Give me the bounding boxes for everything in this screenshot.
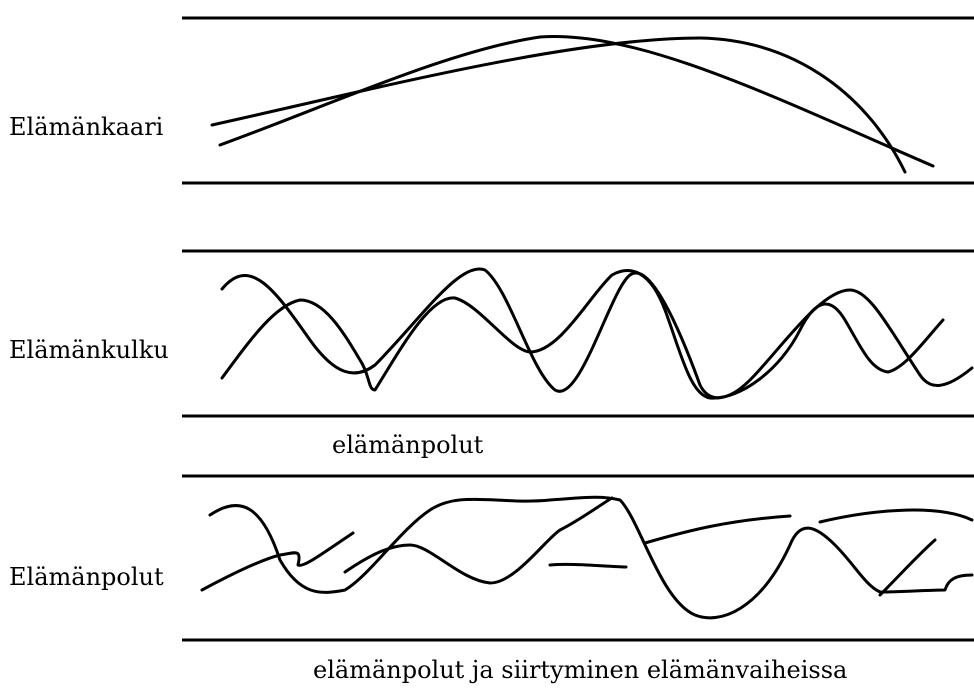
life-course-wave-1: [220, 267, 974, 400]
label-elamanpolut: Elämänpolut: [9, 563, 164, 591]
caption-elamanpolut-siirtyminen: elämänpolut ja siirtyminen elämänvaiheis…: [313, 656, 848, 684]
label-elamankaari: Elämänkaari: [9, 113, 164, 141]
life-path-segment-1: [548, 562, 628, 569]
life-arc-curve-2: [210, 36, 907, 174]
life-path-curve-2: [200, 531, 355, 592]
life-course-wave-2: [220, 269, 945, 400]
life-path-segment-3: [818, 508, 974, 524]
life-path-segment-4: [878, 538, 937, 597]
life-path-curve-3: [343, 496, 614, 585]
label-elamankulku: Elämänkulku: [9, 336, 169, 364]
life-path-curve-1: [208, 495, 974, 620]
life-path-segment-2: [643, 514, 792, 545]
caption-elamanpolut: elämänpolut: [332, 431, 484, 459]
life-arc-curve-1: [218, 35, 935, 168]
